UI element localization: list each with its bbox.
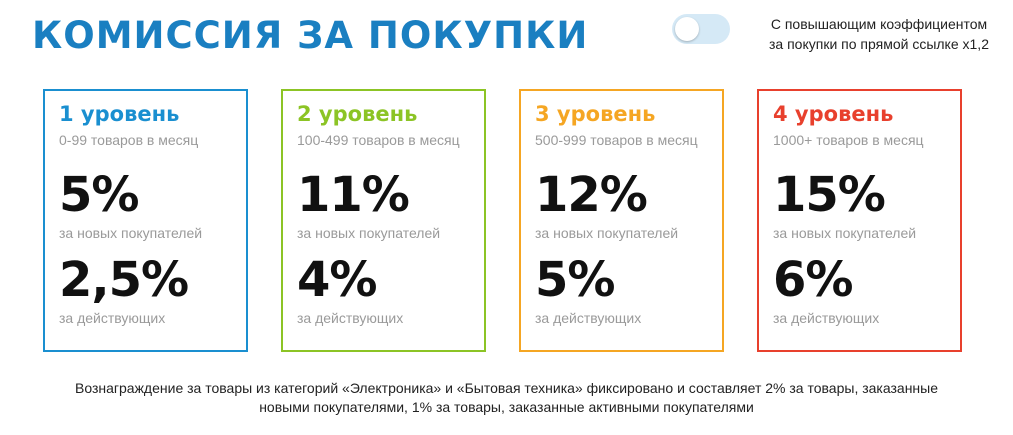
level-title: 1 уровень <box>59 102 180 126</box>
new-buyers-rate: 5% <box>59 167 140 223</box>
footer-note-line2: новыми покупателями, 1% за товары, заказ… <box>259 399 754 415</box>
level-range: 500-999 товаров в месяц <box>535 132 698 148</box>
new-buyers-rate: 11% <box>297 167 410 223</box>
new-buyers-label: за новых покупателей <box>59 225 203 241</box>
new-buyers-label: за новых покупателей <box>297 225 441 241</box>
toggle-knob[interactable] <box>675 17 699 41</box>
level-title: 3 уровень <box>535 102 656 126</box>
active-buyers-rate: 6% <box>773 252 854 308</box>
coefficient-toggle-label: С повышающим коэффициентом за покупки по… <box>744 14 1013 54</box>
footer-note: Вознаграждение за товары из категорий «Э… <box>20 379 993 417</box>
active-buyers-label: за действующих <box>535 310 642 326</box>
level-range: 0-99 товаров в месяц <box>59 132 199 148</box>
toggle-label-line2: за покупки по прямой ссылке х1,2 <box>769 36 989 52</box>
level-range: 100-499 товаров в месяц <box>297 132 460 148</box>
active-buyers-rate: 2,5% <box>59 252 189 308</box>
level-card-2: 2 уровень 100-499 товаров в месяц 11% за… <box>281 89 486 352</box>
active-buyers-label: за действующих <box>773 310 880 326</box>
new-buyers-label: за новых покупателей <box>535 225 679 241</box>
active-buyers-rate: 5% <box>535 252 616 308</box>
coefficient-toggle[interactable] <box>672 14 730 44</box>
level-range: 1000+ товаров в месяц <box>773 132 924 148</box>
level-title: 4 уровень <box>773 102 894 126</box>
level-title: 2 уровень <box>297 102 418 126</box>
footer-note-line1: Вознаграждение за товары из категорий «Э… <box>74 380 939 396</box>
active-buyers-label: за действующих <box>59 310 166 326</box>
page-title: КОМИССИЯ ЗА ПОКУПКИ <box>32 14 589 57</box>
toggle-label-line1: С повышающим коэффициентом <box>770 16 988 32</box>
level-card-1: 1 уровень 0-99 товаров в месяц 5% за нов… <box>43 89 248 352</box>
direct-link-coefficient-setting: С повышающим коэффициентом за покупки по… <box>672 14 1013 54</box>
level-card-3: 3 уровень 500-999 товаров в месяц 12% за… <box>519 89 724 352</box>
new-buyers-rate: 15% <box>773 167 886 223</box>
new-buyers-rate: 12% <box>535 167 648 223</box>
level-card-4: 4 уровень 1000+ товаров в месяц 15% за н… <box>757 89 962 352</box>
active-buyers-rate: 4% <box>297 252 378 308</box>
new-buyers-label: за новых покупателей <box>773 225 917 241</box>
active-buyers-label: за действующих <box>297 310 404 326</box>
